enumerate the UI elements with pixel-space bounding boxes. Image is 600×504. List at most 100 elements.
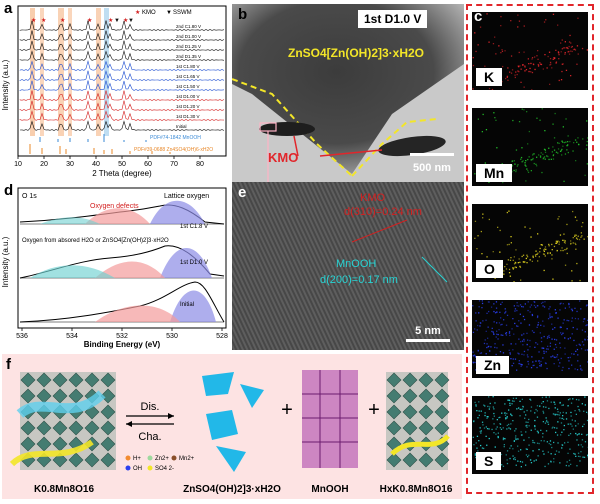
eds-pixel [586, 324, 587, 325]
legend-sswm: SSWM [173, 10, 192, 16]
panel-c-label: c [474, 8, 482, 25]
xrd-xtick-label: 40 [92, 161, 100, 168]
eds-pixel [493, 432, 494, 433]
eds-pixel [568, 338, 569, 339]
eds-pixel [525, 160, 526, 161]
eds-pixel [558, 366, 559, 367]
eds-pixel [498, 417, 499, 418]
eds-pixel [507, 450, 508, 451]
eds-pixel [524, 418, 525, 419]
eds-pixel [526, 333, 527, 334]
eds-pixel [543, 411, 544, 412]
eds-pixel [512, 318, 513, 319]
eds-pixel [556, 450, 557, 451]
mnooh-framework [302, 370, 358, 468]
eds-pixel [574, 410, 575, 411]
eds-pixel [488, 301, 489, 302]
eds-pixel [587, 163, 588, 164]
eds-pixel [547, 336, 548, 337]
eds-pixel [571, 321, 572, 322]
eds-pixel [572, 150, 573, 151]
eds-pixel [579, 456, 580, 457]
eds-pixel [565, 118, 566, 119]
eds-pixel [572, 310, 573, 311]
eds-pixel [542, 347, 543, 348]
eds-pixel [514, 440, 515, 441]
eds-pixel [570, 357, 571, 358]
eds-pixel [479, 410, 480, 411]
svg-text:★: ★ [31, 17, 36, 24]
eds-pixel [545, 423, 546, 424]
eds-pixel [511, 73, 512, 74]
eds-pixel [524, 340, 525, 341]
eds-pixel [563, 419, 564, 420]
eds-pixel [549, 52, 550, 53]
eds-pixel [476, 410, 477, 411]
eds-pixel [536, 254, 537, 255]
eds-pixel [480, 322, 481, 323]
eds-pixel [507, 80, 508, 81]
eds-pixel [545, 249, 546, 250]
eds-pixel [557, 318, 558, 319]
eds-pixel [509, 400, 510, 401]
eds-pixel [515, 262, 516, 263]
eds-pixel [506, 428, 507, 429]
eds-pixel [523, 339, 524, 340]
eds-pixel [537, 59, 538, 60]
eds-pixel [557, 242, 558, 243]
eds-pixel [559, 143, 560, 144]
eds-pixel [571, 47, 572, 48]
eds-pixel [515, 343, 516, 344]
eds-pixel [576, 465, 577, 466]
eds-pixel [555, 344, 556, 345]
eds-pixel [545, 407, 546, 408]
legend-kmo: KMO [142, 10, 156, 16]
eds-pixel [552, 427, 553, 428]
eds-pixel [516, 408, 517, 409]
eds-pixel [573, 354, 574, 355]
eds-pixel [519, 262, 520, 263]
panel-b-tem: b 1st D1.0 V ZnSO4[Zn(OH)2]3·xH2O KMO 50… [232, 4, 464, 184]
defect-label: Oxygen defects [90, 203, 139, 210]
eds-pixel [512, 455, 513, 456]
eds-pixel [488, 346, 489, 347]
eds-pixel [531, 367, 532, 368]
eds-pixel [582, 446, 583, 447]
eds-pixel [542, 305, 543, 306]
eds-pixel [495, 53, 496, 54]
eds-pixel [566, 465, 567, 466]
eds-pixel [508, 211, 509, 212]
eds-pixel [565, 308, 566, 309]
eds-pixel [521, 147, 522, 148]
eds-pixel [532, 442, 533, 443]
eds-pixel [524, 319, 525, 320]
eds-pixel [569, 46, 570, 47]
eds-pixel [544, 270, 545, 271]
eds-pixel [587, 339, 588, 340]
eds-pixel [485, 320, 486, 321]
eds-pixel [576, 439, 577, 440]
eds-pixel [562, 141, 563, 142]
eds-pixel [576, 142, 577, 143]
eds-pixel [515, 459, 516, 460]
eds-pixel [503, 439, 504, 440]
eds-pixel [554, 404, 555, 405]
eds-pixel [533, 64, 534, 65]
eds-pixel [518, 451, 519, 452]
eds-pixel [473, 362, 474, 363]
eds-map-o: O [472, 204, 588, 282]
eds-pixel [536, 55, 537, 56]
eds-pixel [514, 75, 515, 76]
eds-pixel [579, 239, 580, 240]
eds-pixel [514, 430, 515, 431]
eds-pixel [515, 428, 516, 429]
eds-pixel [580, 308, 581, 309]
eds-pixel [508, 424, 509, 425]
eds-pixel [546, 155, 547, 156]
eds-pixel [548, 424, 549, 425]
eds-pixel [571, 415, 572, 416]
eds-pixel [482, 303, 483, 304]
eds-pixel [539, 251, 540, 252]
eds-pixel [484, 415, 485, 416]
